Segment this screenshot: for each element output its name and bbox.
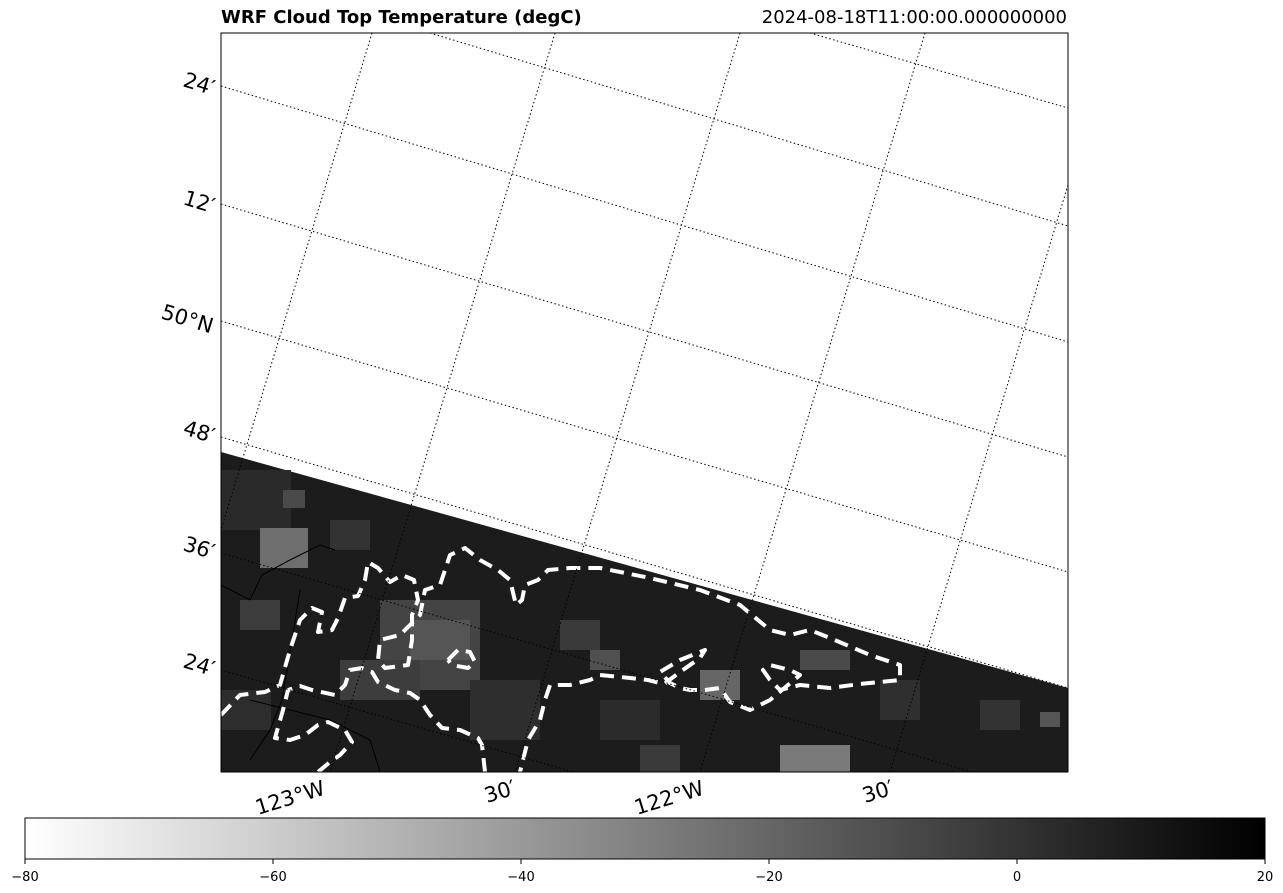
colorbar-ticks: −80 −60 −40 −20 0 20 [11, 859, 1273, 885]
data-texture [221, 470, 1060, 772]
map-panel [221, 33, 1068, 772]
chart-timestamp: 2024-08-18T11:00:00.000000000 [761, 7, 1067, 28]
colorbar-tick-label: −80 [11, 870, 38, 885]
lat-label-36: 36′ [181, 532, 218, 564]
colorbar-tick-label: −60 [259, 870, 286, 885]
lat-label-24-south: 24′ [181, 649, 218, 681]
lat-label-50n: 50°N [159, 300, 217, 338]
lat-label-12: 12′ [181, 186, 218, 218]
map-frame [220, 32, 1069, 773]
lon-label-30-east: 30′ [859, 776, 896, 808]
colorbar-tick-label: −40 [507, 870, 534, 885]
lat-label-48: 48′ [181, 416, 218, 448]
latitude-labels: 24′ 12′ 50°N 48′ 36′ 24′ [159, 68, 218, 681]
longitude-labels: 123°W 30′ 122°W 30′ [252, 776, 896, 820]
lon-label-123w: 123°W [252, 776, 327, 820]
lon-label-30-west: 30′ [481, 776, 518, 808]
contour-line-2 [273, 666, 487, 772]
colorbar-tick-label: 0 [1013, 870, 1021, 885]
graticule [221, 33, 1068, 772]
colorbar-tick-label: 20 [1257, 870, 1274, 885]
data-region [221, 452, 1068, 772]
colorbar-gradient [24, 817, 1266, 860]
colorbar-tick-label: −20 [755, 870, 782, 885]
colorbar: −80 −60 −40 −20 0 20 [11, 817, 1273, 885]
lat-label-24-north: 24′ [181, 68, 218, 100]
lon-label-122w: 122°W [631, 776, 706, 820]
chart-title: WRF Cloud Top Temperature (degC) [221, 7, 582, 28]
coastline [221, 544, 381, 772]
